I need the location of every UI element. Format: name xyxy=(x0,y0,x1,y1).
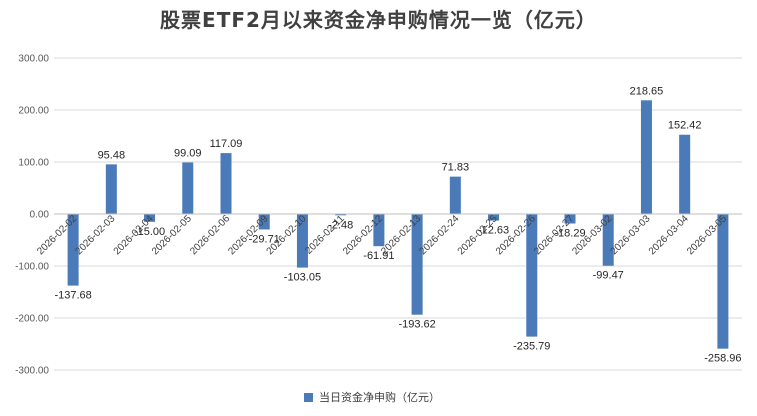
data-label: -258.96 xyxy=(704,353,741,365)
data-label: -193.62 xyxy=(398,319,435,331)
bar xyxy=(105,164,117,214)
y-tick-label: 200.00 xyxy=(18,106,49,117)
bar xyxy=(449,176,461,214)
bar xyxy=(182,162,194,214)
bar xyxy=(220,153,232,214)
data-label: -103.05 xyxy=(284,272,321,284)
data-label: -18.29 xyxy=(554,228,585,240)
data-label: -2.48 xyxy=(328,219,353,231)
bar xyxy=(488,214,500,221)
bar xyxy=(564,214,576,224)
bar xyxy=(296,214,308,268)
legend-swatch xyxy=(304,392,313,402)
data-label: -29.71 xyxy=(249,233,280,245)
y-tick-label: -100.00 xyxy=(15,262,49,273)
bar xyxy=(717,214,729,349)
legend-label: 当日资金净申购（亿元） xyxy=(319,391,440,404)
x-tick-label: 2026-02-06 xyxy=(188,213,232,257)
data-label: -61.91 xyxy=(363,250,394,262)
x-tick-label: 2026-03-04 xyxy=(647,213,691,257)
bar xyxy=(144,214,156,222)
data-label: 71.83 xyxy=(442,162,470,174)
y-tick-label: 0.00 xyxy=(30,210,50,221)
data-label: 99.09 xyxy=(174,147,202,159)
chart-title: 股票ETF2月以来资金净申购情况一览（亿元） xyxy=(160,8,597,32)
bar xyxy=(602,214,614,266)
data-label: -137.68 xyxy=(54,290,91,302)
bar xyxy=(679,134,691,214)
x-tick-label: 2026-02-03 xyxy=(74,213,118,257)
y-tick-label: 300.00 xyxy=(18,54,49,65)
bar xyxy=(67,214,79,286)
bar xyxy=(526,214,538,337)
data-label: -15.00 xyxy=(134,226,165,238)
y-tick-label: -200.00 xyxy=(15,314,49,325)
data-label: -12.63 xyxy=(478,225,509,237)
bar xyxy=(373,214,385,247)
data-label: 218.65 xyxy=(630,85,664,97)
bar xyxy=(335,214,347,216)
y-tick-label: 100.00 xyxy=(18,158,49,169)
bar xyxy=(411,214,423,315)
data-label: 95.48 xyxy=(98,149,126,161)
bar xyxy=(640,100,652,214)
data-label: -99.47 xyxy=(593,270,624,282)
bar xyxy=(258,214,270,230)
legend: 当日资金净申购（亿元） xyxy=(304,389,440,405)
data-label: 152.42 xyxy=(668,120,702,132)
y-tick-label: -300.00 xyxy=(15,366,49,377)
x-tick-label: 2026-02-24 xyxy=(418,213,462,257)
x-tick-label: 2026-03-03 xyxy=(609,213,653,257)
data-label: -235.79 xyxy=(513,341,550,353)
data-label: 117.09 xyxy=(210,138,243,150)
